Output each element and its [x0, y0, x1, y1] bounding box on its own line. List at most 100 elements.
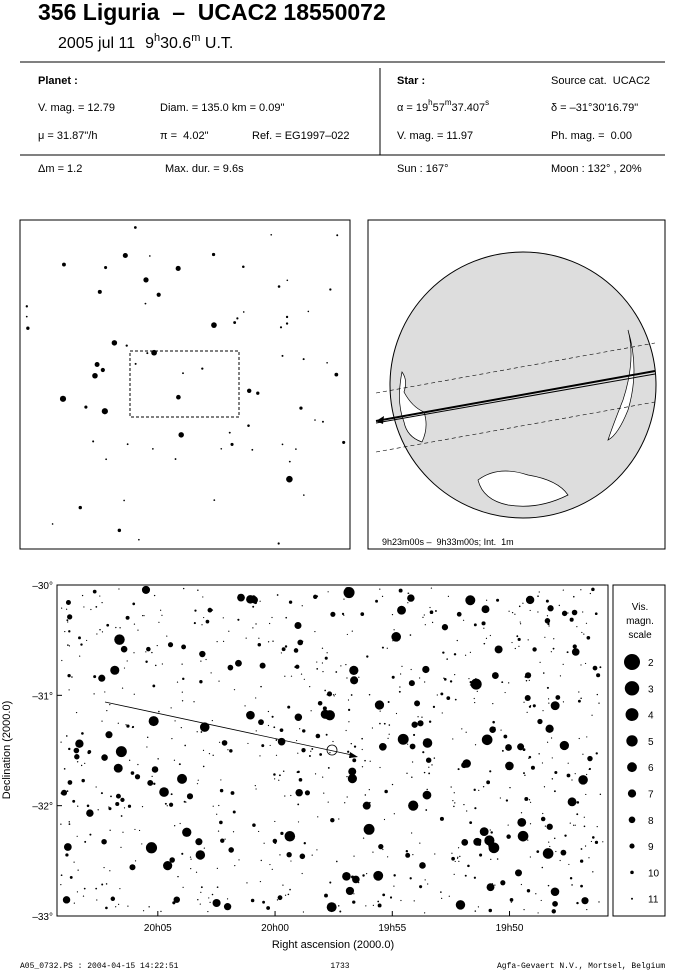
star	[233, 321, 237, 324]
star	[212, 805, 214, 807]
star	[196, 731, 198, 733]
star	[492, 720, 495, 724]
star	[301, 748, 306, 753]
star	[566, 651, 569, 654]
star	[483, 627, 485, 629]
star	[156, 644, 158, 647]
star	[528, 705, 532, 708]
star	[297, 821, 300, 823]
star	[407, 594, 415, 602]
star	[133, 623, 136, 625]
star	[588, 857, 590, 859]
star	[542, 672, 545, 674]
star	[303, 842, 306, 845]
star	[366, 873, 368, 875]
star	[223, 902, 232, 911]
star	[125, 615, 130, 620]
time: U.T.	[200, 35, 233, 52]
star	[541, 762, 544, 764]
star	[82, 895, 85, 897]
star	[432, 705, 436, 709]
star	[71, 676, 73, 678]
star	[89, 833, 92, 836]
star	[547, 698, 550, 700]
legend-label: 8	[648, 816, 654, 827]
star	[554, 771, 558, 775]
star	[441, 624, 449, 631]
star	[484, 835, 495, 846]
star	[68, 645, 71, 647]
star	[412, 854, 414, 856]
star	[301, 605, 303, 607]
star	[405, 850, 409, 853]
star	[378, 843, 384, 850]
star	[207, 607, 213, 613]
star	[222, 617, 224, 619]
x-tick-label: 20h00	[261, 923, 289, 934]
star	[365, 905, 367, 907]
star	[362, 874, 365, 877]
y-tick-label: –32°	[32, 802, 53, 813]
star	[500, 729, 502, 731]
star	[473, 788, 476, 792]
star	[329, 752, 331, 754]
star	[347, 750, 350, 753]
star	[278, 779, 280, 781]
star	[548, 625, 550, 627]
star	[372, 904, 374, 907]
star	[464, 874, 467, 877]
star	[67, 621, 69, 623]
star	[284, 675, 286, 677]
track-limit	[375, 342, 656, 394]
star	[368, 789, 370, 791]
star	[327, 591, 329, 593]
star	[200, 731, 203, 733]
star	[332, 740, 334, 743]
star	[573, 824, 575, 826]
star	[353, 893, 355, 895]
star	[528, 799, 531, 801]
star	[586, 736, 588, 738]
star	[345, 664, 347, 666]
star	[374, 700, 385, 710]
star	[106, 623, 110, 627]
star	[468, 678, 470, 680]
star	[142, 910, 145, 912]
star	[316, 668, 319, 670]
star	[571, 884, 573, 886]
legend-label: 3	[648, 684, 654, 695]
star	[267, 710, 270, 713]
legend-dot	[628, 816, 636, 824]
star	[505, 744, 512, 751]
star	[101, 631, 104, 633]
star	[65, 599, 71, 605]
star	[479, 827, 489, 837]
star	[352, 758, 357, 763]
legend-dot	[630, 870, 634, 875]
star	[176, 681, 179, 683]
star	[582, 753, 584, 755]
star	[67, 673, 71, 678]
star	[151, 349, 157, 356]
star	[75, 711, 78, 714]
star	[255, 730, 257, 732]
star	[152, 684, 156, 688]
star	[108, 807, 112, 811]
star	[580, 589, 582, 591]
heading: Star :	[397, 75, 425, 87]
star	[120, 846, 122, 848]
star	[160, 910, 162, 913]
star	[454, 674, 456, 676]
star	[194, 609, 197, 612]
arrow	[349, 752, 358, 758]
star	[113, 763, 123, 773]
star	[487, 845, 490, 847]
star	[422, 616, 424, 618]
star	[571, 648, 580, 656]
star	[171, 738, 173, 740]
star	[363, 823, 375, 835]
star	[174, 720, 176, 722]
star	[336, 234, 339, 237]
star	[397, 733, 409, 745]
star	[457, 847, 460, 849]
